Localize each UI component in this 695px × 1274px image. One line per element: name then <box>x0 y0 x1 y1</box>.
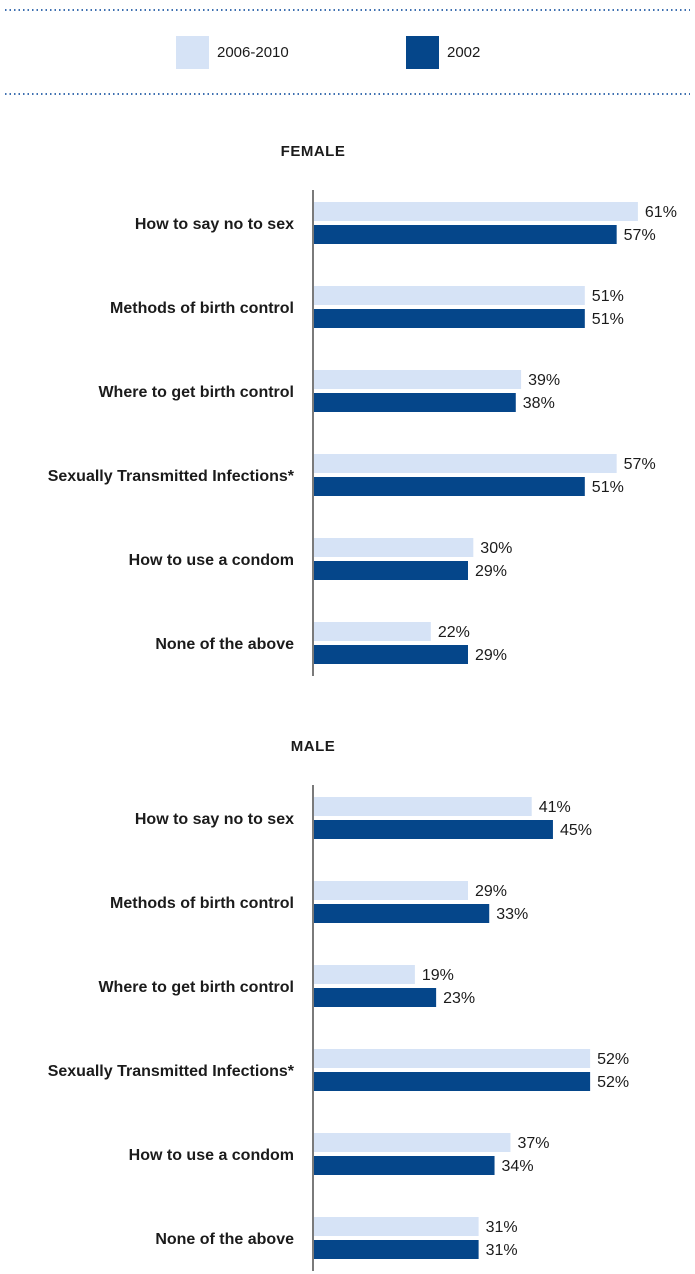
bar-2006-2010 <box>314 1133 511 1152</box>
bar-2006-2010 <box>314 538 474 557</box>
chart-panels: FEMALE How to say no to sex 61% 57% Methods … <box>48 143 677 1271</box>
bar-2002 <box>314 225 617 244</box>
data-label: 51% <box>592 288 624 305</box>
bar-2006-2010 <box>314 622 431 641</box>
bar-2006-2010 <box>314 881 468 900</box>
bar-2002 <box>314 1072 591 1091</box>
bar-2006-2010 <box>314 1217 479 1236</box>
legend-label-2006-2010: 2006-2010 <box>217 44 289 61</box>
bar-2006-2010 <box>314 454 617 473</box>
bar-2002 <box>314 988 437 1007</box>
bar-2006-2010 <box>314 965 415 984</box>
panel-male: MALE How to say no to sex 41% 45% Methods of… <box>48 738 629 1271</box>
bar-2002 <box>314 309 585 328</box>
bar-2002 <box>314 561 468 580</box>
data-label: 29% <box>475 563 507 580</box>
bar-2006-2010 <box>314 286 585 305</box>
category-label: Methods of birth control <box>110 895 294 912</box>
category-label: None of the above <box>155 1231 294 1248</box>
bar-2002 <box>314 393 516 412</box>
data-label: 34% <box>502 1158 534 1175</box>
category-label: Sexually Transmitted Infections* <box>48 1063 295 1080</box>
category-label: How to say no to sex <box>135 811 294 828</box>
bar-2002 <box>314 820 553 839</box>
data-label: 29% <box>475 883 507 900</box>
bar-2002 <box>314 1156 495 1175</box>
data-label: 57% <box>624 456 656 473</box>
data-label: 22% <box>438 624 470 641</box>
category-label: Sexually Transmitted Infections* <box>48 468 295 485</box>
legend-label-2002: 2002 <box>447 44 480 61</box>
bar-2002 <box>314 904 490 923</box>
bar-2006-2010 <box>314 370 522 389</box>
data-label: 19% <box>422 967 454 984</box>
legend: 2006-2010 2002 <box>176 36 480 69</box>
category-label: How to say no to sex <box>135 216 294 233</box>
data-label: 52% <box>597 1051 629 1068</box>
category-label: How to use a condom <box>129 1147 294 1164</box>
data-label: 37% <box>517 1135 549 1152</box>
panel-title: MALE <box>291 738 336 755</box>
category-label: Where to get birth control <box>98 979 294 996</box>
data-label: 51% <box>592 479 624 496</box>
legend-swatch-2006-2010 <box>176 36 209 69</box>
data-label: 31% <box>486 1242 518 1259</box>
data-label: 57% <box>624 227 656 244</box>
data-label: 41% <box>539 799 571 816</box>
data-label: 51% <box>592 311 624 328</box>
panel-title: FEMALE <box>281 143 346 160</box>
category-label: None of the above <box>155 636 294 653</box>
data-label: 29% <box>475 647 507 664</box>
bar-2006-2010 <box>314 1049 591 1068</box>
legend-swatch-2002 <box>406 36 439 69</box>
data-label: 33% <box>496 906 528 923</box>
category-label: How to use a condom <box>129 552 294 569</box>
data-label: 61% <box>645 204 677 221</box>
data-label: 39% <box>528 372 560 389</box>
category-label: Where to get birth control <box>98 384 294 401</box>
data-label: 45% <box>560 822 592 839</box>
category-label: Methods of birth control <box>110 300 294 317</box>
panel-female: FEMALE How to say no to sex 61% 57% Methods … <box>48 143 677 676</box>
bar-2002 <box>314 645 468 664</box>
bar-2006-2010 <box>314 797 532 816</box>
bar-2002 <box>314 477 585 496</box>
data-label: 23% <box>443 990 475 1007</box>
bar-2006-2010 <box>314 202 638 221</box>
data-label: 38% <box>523 395 555 412</box>
data-label: 52% <box>597 1074 629 1091</box>
data-label: 30% <box>480 540 512 557</box>
bar-2002 <box>314 1240 479 1259</box>
data-label: 31% <box>486 1219 518 1236</box>
